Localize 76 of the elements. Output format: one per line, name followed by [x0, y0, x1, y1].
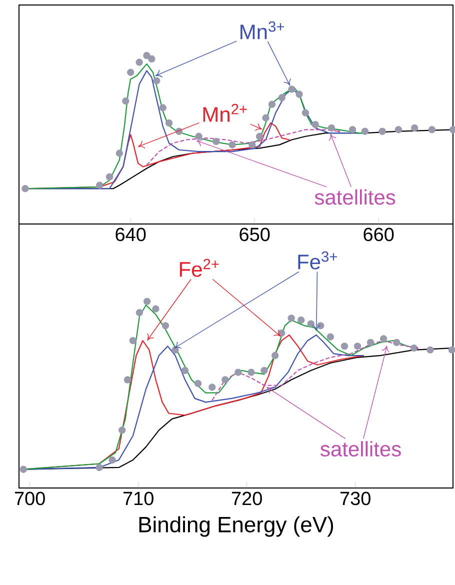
point	[378, 128, 386, 135]
point	[96, 464, 103, 472]
point	[208, 384, 216, 391]
point	[312, 121, 319, 128]
point	[96, 182, 104, 189]
point	[129, 337, 137, 344]
point	[106, 173, 114, 180]
point	[20, 466, 27, 473]
point	[268, 100, 276, 108]
x-tick-label: 710	[123, 492, 154, 506]
point	[108, 456, 116, 464]
point	[122, 97, 130, 105]
point	[288, 86, 296, 93]
point	[361, 128, 369, 135]
point	[248, 141, 256, 148]
point	[302, 109, 310, 116]
x-tick-label: 660	[364, 228, 394, 242]
point	[260, 366, 268, 374]
point	[124, 376, 132, 384]
point	[228, 141, 236, 148]
point	[317, 322, 324, 330]
x-tick-label: 650	[240, 228, 270, 242]
point	[256, 132, 264, 140]
point	[172, 346, 179, 354]
point	[153, 77, 160, 84]
point	[159, 104, 166, 112]
text: Fe$^{2+}$	[180, 258, 219, 277]
point	[348, 126, 356, 134]
point	[288, 314, 295, 322]
point	[143, 52, 150, 60]
point	[248, 368, 255, 376]
point	[326, 333, 334, 340]
legend-label: Mn$^{2+}$	[203, 104, 247, 122]
x-axis-title: Binding Energy (eV)	[139, 516, 334, 537]
point	[181, 366, 189, 374]
text: satellites	[320, 441, 401, 457]
point	[380, 335, 388, 342]
point	[262, 114, 270, 122]
point	[296, 90, 303, 98]
point	[366, 338, 374, 346]
x-tick-label: 720	[232, 492, 262, 506]
point	[165, 119, 173, 127]
x-tick-label: 700	[14, 492, 45, 506]
point	[278, 94, 286, 102]
point	[195, 132, 202, 140]
point	[428, 126, 436, 134]
point	[271, 352, 279, 360]
point	[136, 309, 144, 316]
point	[307, 320, 314, 328]
point	[136, 58, 143, 66]
point	[392, 338, 400, 346]
point	[127, 68, 134, 76]
point	[212, 138, 220, 146]
point	[194, 380, 202, 388]
point	[143, 298, 151, 306]
point	[222, 376, 229, 384]
point	[426, 346, 434, 354]
point	[162, 322, 170, 330]
point	[410, 344, 418, 352]
text: Mn$^{3+}$	[240, 21, 284, 40]
point	[354, 342, 362, 350]
point	[118, 426, 126, 434]
point	[116, 150, 124, 157]
point	[148, 55, 156, 62]
point	[340, 342, 348, 350]
point	[234, 368, 242, 376]
point	[152, 305, 160, 312]
point	[22, 185, 29, 192]
x-tick-label: 730	[340, 492, 370, 506]
point	[394, 126, 402, 134]
point	[298, 316, 305, 324]
point	[328, 124, 336, 132]
text: satellites	[314, 189, 396, 205]
x-tick-label: 640	[116, 228, 146, 242]
point	[410, 124, 418, 132]
text: Fe$^{3+}$	[298, 251, 338, 270]
